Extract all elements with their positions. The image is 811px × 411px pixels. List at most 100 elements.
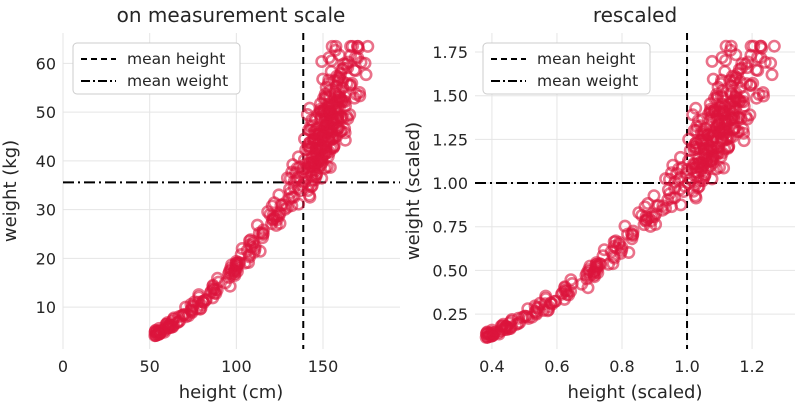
x-tick-label: 150 (308, 357, 339, 376)
data-point (582, 263, 596, 277)
y-tick-label: 40 (36, 152, 56, 171)
data-point (689, 101, 703, 115)
data-point (307, 156, 321, 170)
data-point (256, 223, 270, 237)
data-point (596, 249, 610, 263)
data-point (740, 61, 754, 75)
data-point (290, 173, 304, 187)
data-point (282, 192, 296, 206)
data-point (727, 113, 741, 127)
data-point (575, 277, 589, 291)
data-point (487, 326, 501, 340)
y-tick-label: 0.75 (432, 218, 468, 237)
data-point (234, 248, 248, 262)
right-plot-title: rescaled (593, 3, 677, 27)
data-point (647, 210, 661, 224)
data-point (306, 119, 320, 133)
right-xaxis-label: height (scaled) (568, 382, 703, 403)
data-point (338, 126, 352, 140)
data-point (267, 196, 281, 210)
y-tick-label: 10 (36, 298, 56, 317)
data-point (700, 156, 714, 170)
data-point (743, 108, 757, 122)
data-point (706, 72, 720, 86)
data-point (764, 56, 778, 70)
data-point (737, 126, 751, 140)
data-point (542, 300, 556, 314)
data-point (556, 286, 570, 300)
data-point (699, 148, 713, 162)
data-point (336, 81, 350, 95)
data-point (331, 113, 345, 127)
data-point (184, 303, 198, 317)
data-point (316, 72, 330, 86)
data-point (326, 129, 340, 143)
right-legend: mean height mean weight (482, 42, 651, 95)
data-point (266, 212, 280, 226)
data-point (232, 255, 246, 269)
data-point (703, 97, 717, 111)
data-point (243, 234, 257, 248)
legend-frame (482, 42, 651, 95)
data-point (689, 142, 703, 156)
data-point (733, 81, 747, 95)
right-plot: 0.4 0.6 0.8 1.0 1.2 0.25 0.50 0.75 1.00 1.25 1.50 1… (405, 3, 795, 403)
x-tick-label: 50 (139, 357, 159, 376)
y-tick-label: 50 (36, 103, 56, 122)
data-point (272, 209, 286, 223)
data-point (310, 147, 324, 161)
data-point (224, 261, 238, 275)
data-point (632, 206, 646, 220)
data-point (737, 99, 751, 113)
data-point (218, 276, 232, 290)
data-point (255, 231, 269, 245)
data-point (693, 119, 707, 133)
left-tick-labels: 0 50 100 150 10 20 30 40 50 60 (36, 54, 339, 376)
data-point (292, 197, 306, 211)
data-point (625, 232, 639, 246)
legend-label-mean-weight: mean weight (127, 72, 228, 90)
data-point (194, 298, 208, 312)
legend-label-mean-height: mean height (127, 50, 225, 68)
x-tick-label: 1.2 (739, 357, 764, 376)
legend-label-mean-weight: mean weight (537, 72, 638, 90)
data-point (697, 170, 711, 184)
left-scatter-points (148, 39, 375, 343)
left-xaxis-label: height (cm) (179, 382, 284, 403)
data-point (614, 246, 628, 260)
left-plot-title: on measurement scale (117, 3, 346, 27)
left-legend: mean height mean weight (72, 42, 241, 95)
data-point (235, 242, 249, 256)
data-point (516, 310, 530, 324)
y-tick-label: 1.50 (432, 87, 468, 106)
data-point (674, 198, 688, 212)
data-point (329, 39, 343, 53)
x-tick-label: 100 (221, 357, 252, 376)
data-point (286, 158, 300, 172)
data-point (746, 76, 760, 90)
y-tick-label: 30 (36, 201, 56, 220)
data-point (765, 68, 779, 82)
data-point (334, 67, 348, 81)
x-tick-label: 0 (58, 357, 68, 376)
data-point (484, 329, 498, 343)
left-plot: 0 50 100 150 10 20 30 40 50 60 on measurement sca… (0, 3, 400, 403)
data-point (671, 174, 685, 188)
data-point (313, 97, 327, 111)
data-point (315, 54, 329, 68)
data-point (720, 129, 734, 143)
data-point (747, 39, 761, 53)
data-point (348, 50, 362, 64)
y-tick-label: 60 (36, 54, 56, 73)
data-point (664, 166, 678, 180)
data-point (711, 90, 725, 104)
data-point (673, 182, 687, 196)
data-point (767, 39, 781, 53)
data-point (597, 243, 611, 257)
y-tick-label: 1.25 (432, 130, 468, 149)
data-point (494, 324, 508, 338)
data-point (705, 54, 719, 68)
legend-label-mean-height: mean height (537, 50, 635, 68)
data-point (309, 170, 323, 184)
data-point (151, 327, 165, 341)
